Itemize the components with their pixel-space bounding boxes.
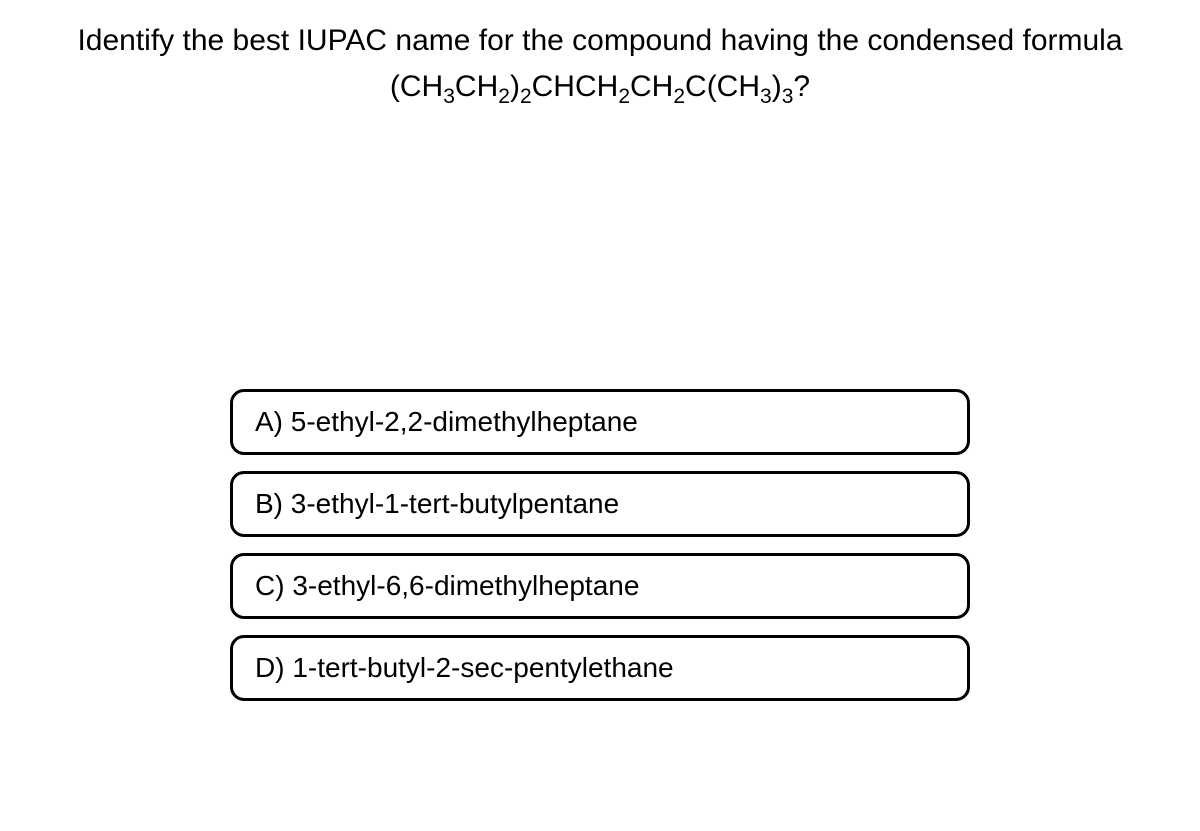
formula-sub: 3 <box>760 85 772 108</box>
formula-sub: 2 <box>618 85 630 108</box>
formula-part: CH <box>455 70 498 103</box>
formula-part: (CH <box>390 70 443 103</box>
formula-sub: 3 <box>782 85 794 108</box>
option-c[interactable]: C) 3-ethyl-6,6-dimethylheptane <box>230 553 970 619</box>
question-text: Identify the best IUPAC name for the com… <box>45 20 1155 62</box>
question-container: Identify the best IUPAC name for the com… <box>45 20 1155 717</box>
formula-part: ? <box>793 70 810 103</box>
formula-part: CHCH <box>532 70 619 103</box>
formula-part: CH <box>630 70 673 103</box>
option-b[interactable]: B) 3-ethyl-1-tert-butylpentane <box>230 471 970 537</box>
option-d[interactable]: D) 1-tert-butyl-2-sec-pentylethane <box>230 635 970 701</box>
option-a[interactable]: A) 5-ethyl-2,2-dimethylheptane <box>230 389 970 455</box>
formula-sub: 2 <box>673 85 685 108</box>
formula-part: ) <box>772 70 782 103</box>
chemical-formula: (CH3CH2)2CHCH2CH2C(CH3)3? <box>45 70 1155 109</box>
formula-part: ) <box>510 70 520 103</box>
formula-part: C(CH <box>685 70 760 103</box>
formula-sub: 2 <box>498 85 510 108</box>
formula-sub: 3 <box>443 85 455 108</box>
formula-sub: 2 <box>520 85 532 108</box>
options-container: A) 5-ethyl-2,2-dimethylheptane B) 3-ethy… <box>230 389 970 717</box>
